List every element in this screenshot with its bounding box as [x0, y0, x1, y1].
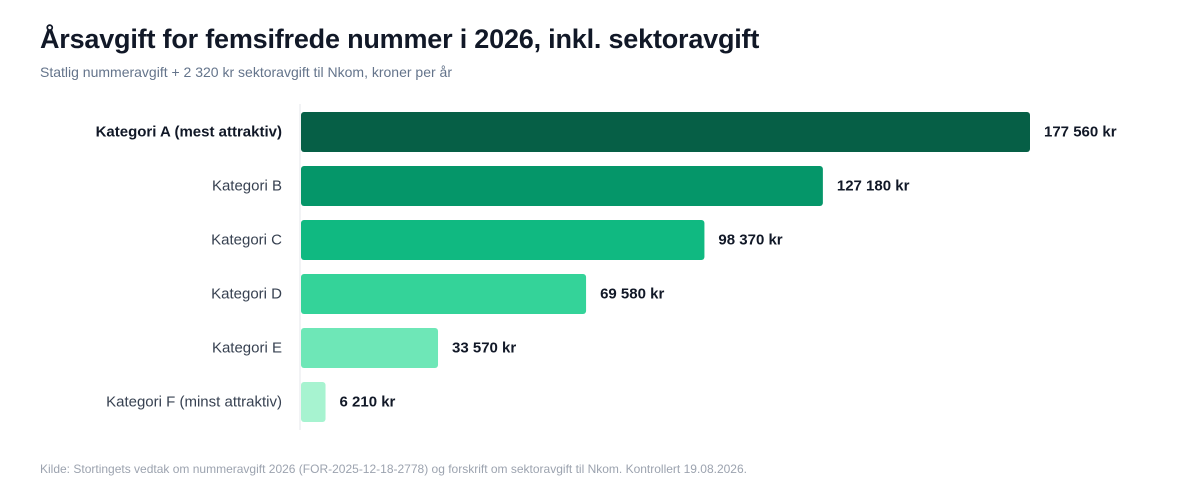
- bar: [301, 382, 326, 422]
- bar: [301, 328, 439, 368]
- category-label: Kategori D: [211, 286, 282, 303]
- category-label: Kategori E: [212, 340, 282, 357]
- category-label: Kategori B: [212, 178, 282, 195]
- value-label: 98 370 kr: [718, 232, 782, 249]
- category-label: Kategori F (minst attraktiv): [106, 394, 282, 411]
- chart-title: Årsavgift for femsifrede nummer i 2026, …: [40, 24, 760, 54]
- bar: [301, 274, 587, 314]
- category-label: Kategori C: [211, 232, 282, 249]
- value-label: 6 210 kr: [340, 394, 396, 411]
- bar: [301, 112, 1030, 152]
- category-label: Kategori A (mest attraktiv): [96, 124, 282, 141]
- value-label: 127 180 kr: [837, 178, 910, 195]
- bar-chart: Kategori A (mest attraktiv) 177 560 kr Kat…: [96, 104, 1117, 430]
- value-label: 33 570 kr: [452, 340, 516, 357]
- bar: [301, 220, 705, 260]
- chart-subtitle: Statlig nummeravgift + 2 320 kr sektorav…: [40, 64, 452, 80]
- value-label: 69 580 kr: [600, 286, 664, 303]
- source-note: Kilde: Stortingets vedtak om nummeravgif…: [40, 462, 747, 476]
- bar: [301, 166, 823, 206]
- value-label: 177 560 kr: [1044, 124, 1117, 141]
